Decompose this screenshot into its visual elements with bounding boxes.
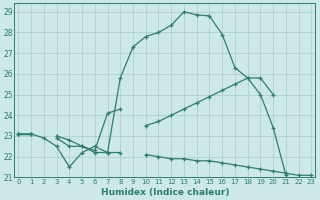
X-axis label: Humidex (Indice chaleur): Humidex (Indice chaleur) — [100, 188, 229, 197]
